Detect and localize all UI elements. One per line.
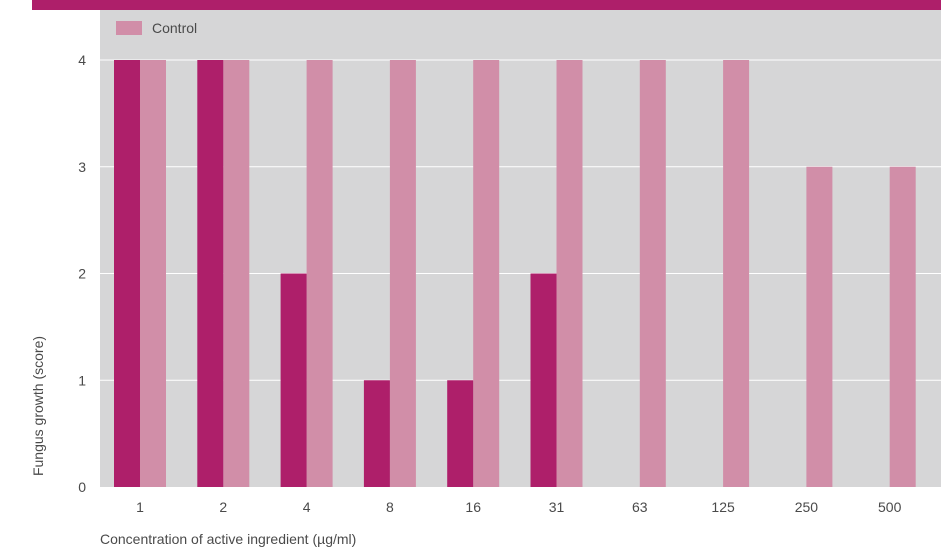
x-tick-label: 31: [549, 499, 565, 515]
y-tick-label: 1: [78, 372, 86, 388]
bar-control: [389, 60, 416, 487]
x-tick-label: 250: [795, 499, 819, 515]
y-tick-label: 2: [78, 266, 86, 282]
legend-swatch-control: [116, 21, 142, 35]
y-axis-label: Fungus growth (score): [30, 336, 46, 476]
legend: Control: [116, 20, 197, 36]
x-tick-label: 63: [632, 499, 648, 515]
x-tick-label: 125: [711, 499, 735, 515]
bar-treatment: [530, 273, 557, 487]
y-tick-label: 3: [78, 159, 86, 175]
bar-treatment: [197, 60, 224, 487]
bar-treatment: [363, 380, 390, 487]
x-tick-label: 1: [136, 499, 144, 515]
bar-control: [639, 60, 666, 487]
x-tick-label: 500: [878, 499, 902, 515]
bar-control: [140, 60, 166, 487]
x-tick-label: 8: [386, 499, 394, 515]
bar-control: [556, 60, 583, 487]
bar-control: [473, 60, 500, 487]
bar-control: [306, 60, 333, 487]
x-tick-labels: 1 2 4 8 16 31 63 125 250 500: [136, 499, 901, 515]
bar-control: [223, 60, 250, 487]
bar-control: [806, 166, 833, 487]
y-tick-label: 4: [78, 52, 86, 68]
x-axis-label: Concentration of active ingredient (µg/m…: [100, 531, 356, 547]
bar-control: [889, 166, 916, 487]
y-tick-label: 0: [78, 479, 86, 495]
x-tick-label: 2: [219, 499, 227, 515]
bar-control: [723, 60, 750, 487]
x-tick-label: 4: [303, 499, 311, 515]
legend-label-control: Control: [152, 20, 197, 36]
x-tick-label: 16: [465, 499, 481, 515]
bar-treatment: [114, 60, 140, 487]
bar-treatment: [447, 380, 474, 487]
y-tick-labels: 0 1 2 3 4: [78, 52, 86, 495]
bar-treatment: [280, 273, 307, 487]
header-bar: [32, 0, 941, 10]
bars: [114, 60, 916, 487]
